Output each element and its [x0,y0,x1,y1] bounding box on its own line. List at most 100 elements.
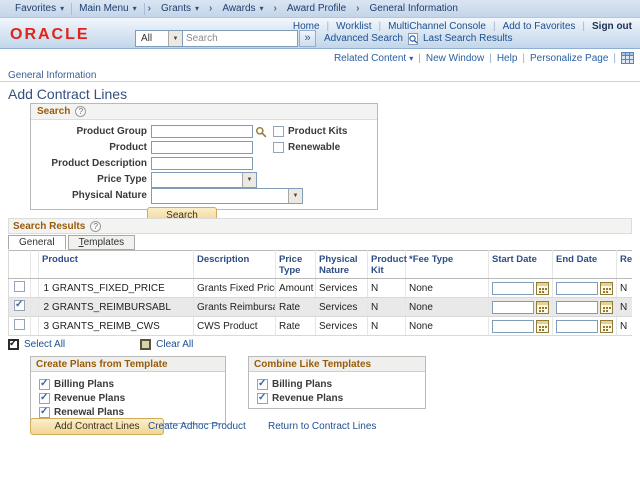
breadcrumb-item-general-information[interactable]: General Information [369,3,458,14]
calendar-icon[interactable] [600,319,613,333]
divider: | [613,52,616,64]
price-type-select[interactable] [151,171,257,188]
advanced-search-link[interactable]: Advanced Search [324,33,403,44]
row-1-end-date-input[interactable] [556,281,598,295]
tab-templates[interactable]: Templates [67,235,136,250]
calendar-icon[interactable] [600,300,613,314]
row-1-spacer [30,278,39,298]
row-2-end-date-input[interactable] [556,300,598,314]
return-to-contract-lines-link[interactable]: Return to Contract Lines [268,421,377,432]
search-scope-select[interactable]: All [135,30,183,47]
lookup-magnifier-icon[interactable] [255,126,267,138]
row-3-start-date-input[interactable] [492,319,534,333]
row-1-fee-type: None [405,278,489,298]
search-group-title: Search [37,106,71,117]
breadcrumb-item-awards[interactable]: Awards [215,3,270,14]
row-3-description: CWS Product [193,316,276,336]
create-adhoc-product-link[interactable]: Create Adhoc Product [148,421,246,432]
page-toolbar: Related Content | New Window | Help | Pe… [334,52,634,64]
row-3-spacer [30,316,39,336]
calendar-icon[interactable] [536,319,549,333]
row-2-description: Grants Reimbursable [193,297,276,317]
global-search-input[interactable] [183,30,298,47]
table-row: 3 GRANTS_REIMB_CWS CWS Product Rate Servi… [8,316,632,336]
personalize-grid-icon[interactable] [621,52,634,64]
last-search-results-link[interactable]: Last Search Results [422,33,513,44]
row-2-select-checkbox[interactable] [14,299,25,311]
product-input[interactable] [151,141,253,154]
search-group-box: Search Product Group Product Kits Produc… [30,103,378,223]
add-to-favorites-link[interactable]: Add to Favorites [502,21,576,32]
clear-all-icon[interactable] [140,339,152,350]
personalize-page-link[interactable]: Personalize Page [530,52,609,64]
results-tabs: General Templates [8,235,136,250]
select-all-link[interactable]: Select All [24,339,66,350]
home-link[interactable]: Home [292,21,320,32]
related-content-link[interactable]: Related Content [334,53,413,64]
row-3-end-date-input[interactable] [556,319,598,333]
row-3-price-type: Rate [275,316,316,336]
row-2-renewable: N [616,297,632,317]
calendar-icon[interactable] [536,300,549,314]
row-1-description: Grants Fixed Price [193,278,276,298]
select-all-icon[interactable] [8,338,19,350]
chevron-down-icon [242,172,256,187]
breadcrumb-item-grants[interactable]: Grants [154,3,206,14]
results-grid-container: Product Description Price Type Physical … [8,250,632,336]
breadcrumb: Favorites Main Menu Grants Awards Award … [0,0,640,18]
results-grid: Product Description Price Type Physical … [8,250,632,336]
tab-general-label: General [19,237,55,248]
sign-out-link[interactable]: Sign out [592,21,632,32]
help-link[interactable]: Help [496,52,518,64]
breadcrumb-favorites-menu[interactable]: Favorites [8,3,71,14]
divider: | [492,21,496,32]
create-billing-plans-checkbox[interactable] [39,378,50,390]
calendar-icon[interactable] [536,281,549,295]
search-extra-links: Advanced Search Last Search Results [324,32,513,45]
renewable-checkbox[interactable] [273,142,284,153]
row-1-product: 1 GRANTS_FIXED_PRICE [38,278,194,298]
create-revenue-plans-checkbox[interactable] [39,392,50,404]
add-contract-lines-button[interactable]: Add Contract Lines [30,418,164,435]
create-plans-header: Create Plans from Template [31,357,225,372]
row-3-select-checkbox[interactable] [14,319,25,330]
grid-header-price-type: Price Type [275,250,316,279]
divider: | [326,21,330,32]
chevron-down-icon [168,31,182,46]
create-billing-plans-label: Billing Plans [54,378,115,390]
product-group-input[interactable] [151,125,253,138]
row-1-start-date-input[interactable] [492,281,534,295]
row-2-physical-nature: Services [315,297,368,317]
worklist-link[interactable]: Worklist [336,21,372,32]
help-icon[interactable] [75,106,87,117]
breadcrumb-item-award-profile[interactable]: Award Profile [286,3,347,14]
row-3-renewable: N [616,316,632,336]
tab-general[interactable]: General [8,235,66,250]
row-2-number: 2 [43,301,49,313]
product-description-input[interactable] [151,157,253,170]
row-1-select-checkbox[interactable] [14,281,25,292]
oracle-logo[interactable]: ORACLE [10,26,90,43]
calendar-icon[interactable] [600,281,613,295]
search-go-button[interactable] [299,30,316,47]
row-1-product-kit: N [367,278,406,298]
physical-nature-select[interactable] [151,187,303,204]
physical-nature-value [152,189,288,203]
clear-all-link[interactable]: Clear All [156,339,194,350]
breadcrumb-main-menu[interactable]: Main Menu [72,3,143,14]
product-group-label: Product Group [76,126,147,137]
divider: | [489,52,492,64]
new-window-link[interactable]: New Window [425,52,485,64]
create-renewal-plans-checkbox[interactable] [39,406,50,418]
product-description-label: Product Description [51,158,147,169]
multichannel-console-link[interactable]: MultiChannel Console [388,21,486,32]
chevron-right-icon [145,3,154,14]
product-kits-checkbox[interactable] [273,126,284,137]
combine-revenue-plans-checkbox[interactable] [257,392,268,404]
grid-header-end-date: End Date [552,250,617,279]
row-2-start-date-input[interactable] [492,300,534,314]
row-3-product: 3 GRANTS_REIMB_CWS [38,316,194,336]
help-icon[interactable] [90,220,102,232]
search-group-header: Search [31,104,377,120]
combine-billing-plans-checkbox[interactable] [257,378,268,390]
